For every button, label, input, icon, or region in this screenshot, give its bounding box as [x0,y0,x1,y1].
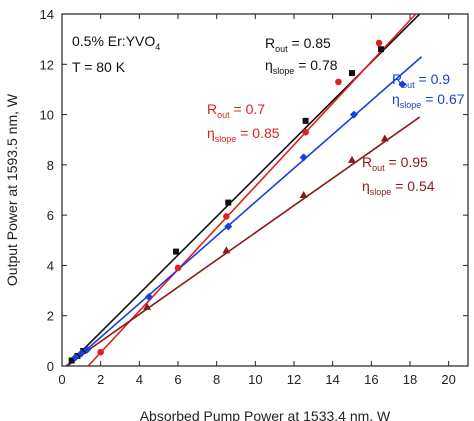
data-point-diamond [71,353,80,362]
series-annotation: Rout = 0.85 [265,35,331,54]
data-markers [68,39,407,364]
y-tick-label: 6 [47,208,54,223]
data-point-diamond [349,110,358,119]
data-point-square [378,46,384,53]
series-annotation: ηslope = 0.85 [207,125,280,144]
y-tick-label: 8 [47,158,54,173]
data-point-diamond [299,153,308,162]
x-tick-label: 2 [97,372,104,387]
series-annotation: ηslope = 0.78 [265,57,338,76]
info-line: 0.5% Er:YVO4 [72,33,160,52]
plot-frame [61,13,469,367]
data-point-diamond [398,80,407,89]
x-tick-label: 14 [325,372,339,387]
annotations: 0.5% Er:YVO4 T = 80 K Rout = 0.85 ηslope = … [72,33,465,197]
x-axis-title: Absorbed Pump Power at 1533.4 nm, W [140,408,391,421]
series-annotation: ηslope = 0.54 [362,178,435,197]
fit-line [67,56,423,366]
x-tick-label: 6 [174,372,181,387]
data-point-triangle [143,302,152,310]
data-point-circle [375,39,383,47]
x-tick-label: 20 [441,372,455,387]
y-tick-label: 4 [47,258,54,273]
x-tick-label: 4 [136,372,143,387]
data-point-diamond [83,345,92,354]
series-annotation: Rout = 0.95 [362,154,428,173]
data-point-circle [97,348,104,356]
data-point-square [302,117,309,124]
data-point-diamond [224,222,233,231]
y-tick-label: 0 [47,359,54,374]
data-point-square [68,357,75,364]
data-point-diamond [77,349,86,358]
fit-lines [65,14,423,366]
x-tick-label: 18 [403,372,417,387]
fit-line [65,116,421,366]
data-point-square [80,347,87,354]
data-point-circle [174,264,182,272]
x-tick-label: 16 [364,372,378,387]
x-tick-label: 10 [248,372,262,387]
data-point-square [225,199,232,206]
y-axis-title: Output Power at 1593.5 nm, W [4,93,20,286]
x-tick-label: 8 [213,372,220,387]
data-point-triangle [380,134,389,142]
data-point-circle [302,128,309,136]
info-line: T = 80 K [72,59,126,75]
series-annotation: Rout = 0.9 [392,71,450,90]
x-tick-label: 0 [58,372,65,387]
axis-ticks: 0 2 4 6 8 10 12 14 16 18 20 0 2 4 6 8 10 12 14 [40,7,468,387]
y-tick-label: 12 [40,57,54,72]
x-tick-label: 12 [287,372,301,387]
series-annotation: ηslope = 0.67 [392,91,465,110]
fit-line [87,14,417,366]
data-point-circle [223,213,230,220]
data-point-triangle [299,191,308,199]
y-tick-label: 14 [40,7,54,22]
data-point-square [173,248,180,255]
data-point-square [349,70,355,77]
data-point-circle [335,78,342,86]
series-annotation: Rout = 0.7 [207,101,265,120]
data-point-diamond [145,292,153,301]
y-tick-label: 10 [40,108,54,123]
data-point-triangle [348,155,356,163]
y-tick-label: 2 [47,309,54,324]
data-point-triangle [222,246,231,254]
